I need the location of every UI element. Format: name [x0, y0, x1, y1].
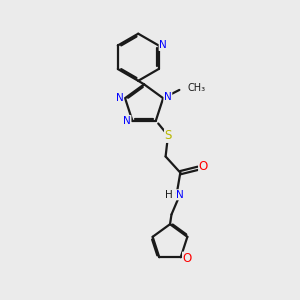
- Text: N: N: [176, 190, 184, 200]
- Text: O: O: [199, 160, 208, 173]
- Text: N: N: [116, 93, 124, 103]
- Text: N: N: [164, 92, 172, 102]
- Text: S: S: [165, 129, 172, 142]
- Text: CH₃: CH₃: [188, 83, 206, 94]
- Text: N: N: [123, 116, 131, 126]
- Text: N: N: [159, 40, 167, 50]
- Text: H: H: [165, 190, 172, 200]
- Text: O: O: [183, 252, 192, 265]
